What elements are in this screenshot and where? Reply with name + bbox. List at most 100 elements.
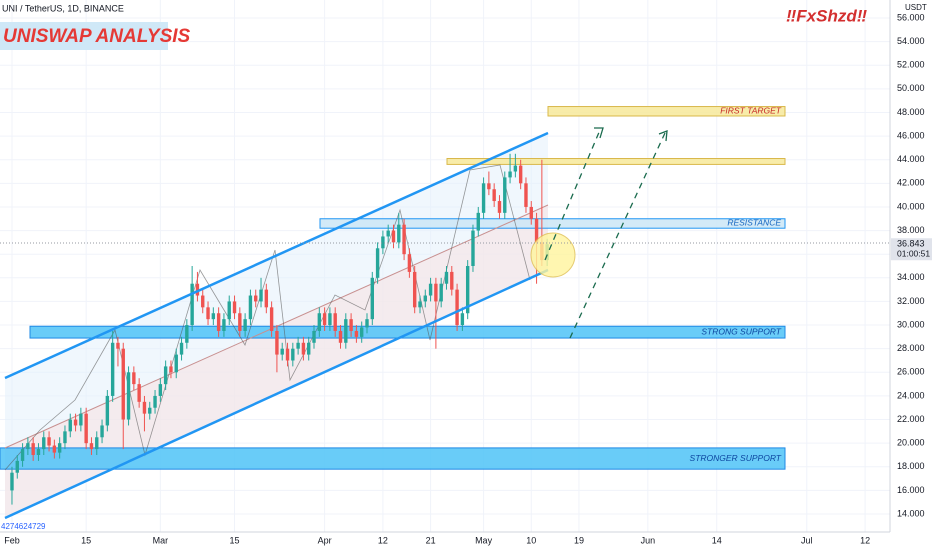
y-tick-label: 28.000	[897, 343, 925, 353]
candle-body	[322, 313, 327, 326]
candle-body	[42, 437, 46, 450]
candle-body	[391, 230, 396, 243]
y-tick-label: 46.000	[897, 130, 925, 140]
candle-body	[301, 342, 306, 355]
candle-body	[492, 189, 496, 202]
candle-body	[418, 301, 422, 308]
x-tick-label: 15	[81, 535, 91, 545]
y-tick-label: 16.000	[897, 485, 925, 495]
candle-body	[508, 171, 512, 178]
candle-body	[428, 283, 433, 296]
zone-label: STRONG SUPPORT	[701, 326, 781, 336]
projection-arrow	[569, 132, 666, 339]
candle-body	[450, 271, 454, 290]
x-tick-label: 21	[426, 535, 436, 545]
candle-body	[142, 401, 147, 414]
candle-body	[84, 413, 88, 444]
candle-body	[158, 384, 163, 396]
zones: FIRST TARGET RESISTANCE STRONG SUPPORT STRO…	[0, 106, 786, 470]
candle-body	[126, 372, 131, 420]
y-tick-label: 24.000	[897, 390, 925, 400]
x-tick-label: 14	[712, 535, 722, 545]
last-price-box	[891, 238, 932, 261]
y-tick-label: 14.000	[897, 508, 925, 518]
zone	[319, 218, 786, 229]
candle-body	[524, 183, 528, 207]
candle-body	[285, 348, 290, 361]
candle-body	[185, 325, 189, 343]
candle-body	[153, 395, 157, 408]
zigzag	[4, 164, 531, 471]
candle-body	[222, 319, 226, 331]
candle-body	[312, 330, 316, 343]
candle-body	[349, 319, 353, 331]
y-tick-label: 18.000	[897, 461, 925, 471]
candle-body	[381, 236, 385, 249]
zone	[547, 106, 786, 117]
candle-body	[238, 313, 242, 331]
candle-body	[121, 348, 125, 420]
candle-body	[259, 289, 263, 302]
x-tick-label: 12	[378, 535, 388, 545]
candle-body	[534, 218, 539, 243]
projection-arrow	[544, 129, 601, 261]
candle-body	[307, 342, 311, 355]
candle-body	[216, 313, 221, 331]
candle-body	[57, 443, 62, 453]
candle-body	[190, 283, 194, 326]
y-tick-label: 38.000	[897, 225, 925, 235]
y-tick-label: 56.000	[897, 12, 925, 22]
last-price-label: 36.843	[897, 239, 925, 249]
x-tick-label: 12	[860, 535, 870, 545]
watermark: ‼FxShzd‼	[786, 6, 867, 25]
candle-body	[36, 449, 41, 455]
candle-body	[89, 443, 94, 450]
candle-body	[487, 183, 491, 190]
arrow-head	[658, 130, 668, 142]
candle-body	[455, 289, 459, 326]
axes: 14.000 16.000 18.000 20.000 22.000 24.000 26.0…	[4, 12, 932, 545]
candle-body	[201, 295, 205, 308]
zone	[0, 447, 786, 470]
x-tick-label: Jul	[801, 535, 813, 545]
zone	[446, 158, 786, 165]
candle-body	[254, 295, 258, 302]
candle-body	[354, 330, 359, 337]
candle-body	[402, 224, 406, 255]
y-tick-label: 50.000	[897, 83, 925, 93]
candle-body	[497, 201, 502, 213]
candle-body	[291, 348, 295, 361]
candle-body	[179, 342, 184, 355]
y-tick-label: 54.000	[897, 36, 925, 46]
y-tick-label: 52.000	[897, 60, 925, 70]
candle-body	[148, 407, 152, 414]
candle-body	[169, 366, 173, 373]
y-tick-label: 34.000	[897, 272, 925, 282]
candle-body	[481, 183, 486, 213]
candle-body	[47, 437, 51, 446]
x-tick-label: Apr	[318, 535, 332, 545]
candle-body	[328, 313, 332, 326]
candle-body	[195, 283, 200, 296]
candle-body	[232, 301, 237, 314]
x-tick-label: May	[475, 535, 493, 545]
zone-label: RESISTANCE	[727, 218, 781, 228]
candle-body	[296, 342, 300, 349]
candle-body	[63, 431, 67, 444]
candle-body	[397, 224, 401, 243]
candle-body	[163, 366, 168, 385]
candle-body	[338, 330, 343, 343]
candle-body	[280, 348, 284, 355]
y-tick-label: 48.000	[897, 107, 925, 117]
y-tick-label: 32.000	[897, 296, 925, 306]
candle-body	[471, 230, 475, 266]
x-tick-label: Mar	[153, 535, 169, 545]
candle-body	[423, 295, 427, 302]
channel-lower-line	[4, 268, 549, 520]
candle-body	[95, 437, 99, 450]
y-tick-label: 40.000	[897, 201, 925, 211]
candle-body	[110, 342, 115, 396]
countdown: 01:00:51	[897, 248, 930, 258]
candle-body	[68, 419, 72, 432]
